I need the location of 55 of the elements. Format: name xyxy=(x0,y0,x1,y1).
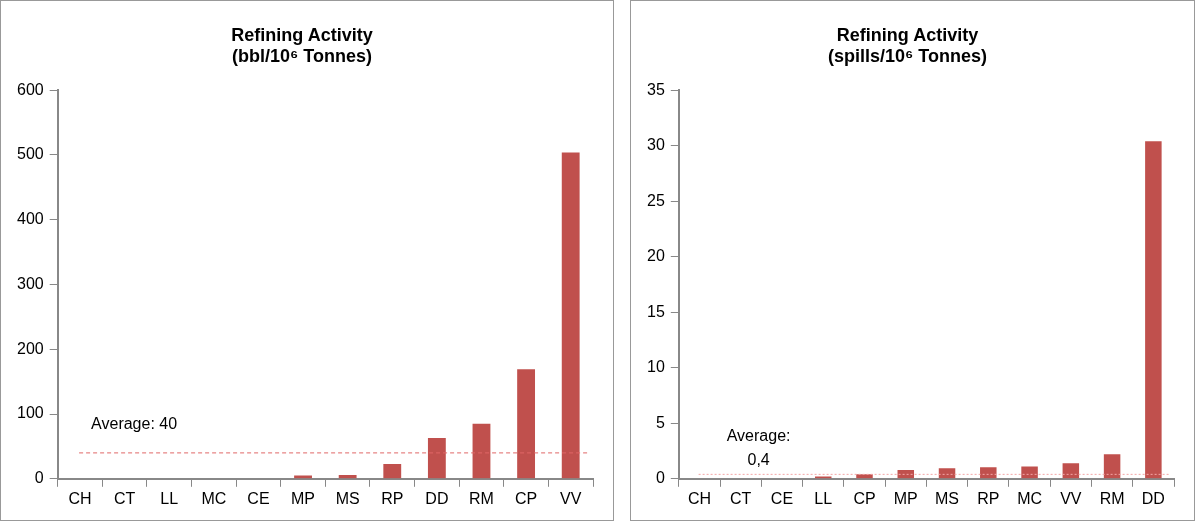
x-tick-label: CT xyxy=(730,489,752,507)
bar xyxy=(338,474,357,479)
y-tick-label: 20 xyxy=(647,247,665,265)
bar xyxy=(980,467,997,479)
bar xyxy=(383,463,402,479)
bar xyxy=(472,423,491,479)
y-tick-label: 30 xyxy=(647,136,665,154)
chart-title: Refining Activity (bbl/10⁶ Tonnes) xyxy=(231,24,373,67)
y-tick-label: 200 xyxy=(16,339,44,357)
x-tick-label: CH xyxy=(687,489,711,507)
x-tick-label: MP xyxy=(291,489,316,507)
x-tick-label: MS xyxy=(335,489,360,507)
ref-line-label: Average: 0,4 xyxy=(726,426,791,468)
y-tick-label: 35 xyxy=(647,80,665,98)
x-tick-label: RM xyxy=(1099,489,1125,507)
bar xyxy=(1145,141,1162,479)
x-tick-label: RP xyxy=(381,489,404,507)
x-tick-label: MS xyxy=(935,489,960,507)
x-tick-label: MP xyxy=(893,489,918,507)
x-tick-label: CE xyxy=(770,489,794,507)
bar xyxy=(427,438,446,479)
x-tick-label: CP xyxy=(853,489,876,507)
x-tick-label: DD xyxy=(425,489,449,507)
y-tick-label: 10 xyxy=(647,358,665,376)
x-tick-label: CT xyxy=(113,489,136,507)
y-tick-label: 400 xyxy=(16,210,44,228)
x-tick-label: MC xyxy=(1017,489,1043,507)
x-tick-label: DD xyxy=(1141,489,1165,507)
bar xyxy=(1103,454,1121,479)
bar xyxy=(1021,466,1038,479)
chart-title: Refining Activity (spills/10⁶ Tonnes) xyxy=(828,24,987,67)
y-tick-label: 5 xyxy=(655,413,665,431)
x-tick-label: RM xyxy=(469,489,494,507)
x-tick-label: LL xyxy=(814,489,833,507)
x-tick-label: CH xyxy=(68,489,92,507)
bar xyxy=(517,369,536,479)
y-tick-label: 500 xyxy=(16,145,44,163)
bar xyxy=(561,152,580,479)
y-tick-label: 600 xyxy=(16,80,44,98)
x-tick-label: VV xyxy=(1060,489,1082,507)
y-tick-label: 300 xyxy=(16,274,44,292)
x-tick-label: VV xyxy=(560,489,582,507)
y-tick-label: 0 xyxy=(34,469,44,487)
y-tick-label: 0 xyxy=(655,469,665,487)
x-tick-label: LL xyxy=(160,489,179,507)
x-tick-label: CP xyxy=(514,489,538,507)
bar xyxy=(1062,463,1080,479)
x-tick-label: RP xyxy=(977,489,1000,507)
y-tick-label: 15 xyxy=(647,302,665,320)
bar xyxy=(938,468,956,479)
x-tick-label: CE xyxy=(247,489,270,507)
x-tick-label: MC xyxy=(201,489,227,507)
y-tick-label: 100 xyxy=(16,404,44,422)
ref-line-label: Average: 40 xyxy=(91,415,178,433)
y-tick-label: 25 xyxy=(647,191,665,209)
